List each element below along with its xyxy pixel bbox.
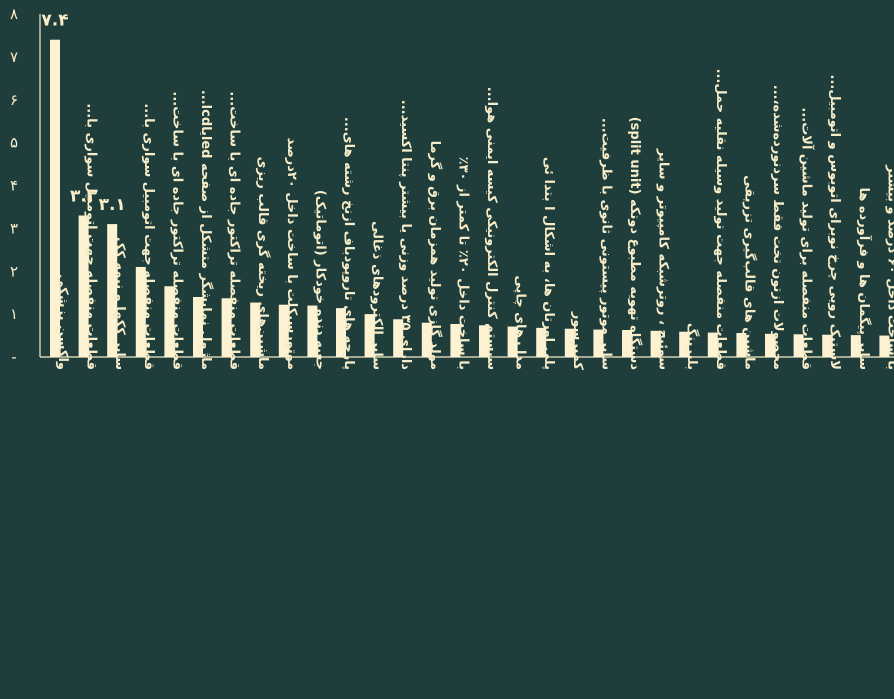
y-tick-label: ۷ xyxy=(10,48,18,66)
x-axis-labels: واکسن پزشکی قطعات منفصله جهت اتومبیل سوار… xyxy=(55,69,894,371)
y-tick-label: ۳ xyxy=(10,219,18,237)
y-tick-label: ۸ xyxy=(10,5,18,23)
x-tick-label: ماشین‌های ریخته گری قالب ریزی xyxy=(255,156,271,370)
x-tick-label: لاستیک رویی چرخ نوبرای اتوبوس و اتومبیل.… xyxy=(827,75,842,370)
x-tick-label: سوئیچ ، روترشبکه کامپیوتر و سایر xyxy=(656,148,671,370)
x-tick-label: جعبه دنده خودکار (اتوماتیک) xyxy=(312,190,327,370)
x-tick-label: با ساخت داخل ۶۰ درصد و بیشتر xyxy=(884,164,894,370)
y-tick-label: - xyxy=(11,348,16,366)
x-tick-label: مدا رهای چاپی xyxy=(513,275,528,370)
x-tick-label: قطعات منفصله جهت اتومبیل سواری با... xyxy=(141,103,156,370)
x-tick-label: ماشین های قالب‌گیری تزریقی xyxy=(741,175,757,370)
x-tick-label: قطعات منفصله برای تولید ماشین آلات... xyxy=(799,107,816,370)
x-tick-label: موتورسیکلت با ساخت داخل ۲۰درصد xyxy=(284,138,299,370)
bar xyxy=(622,329,632,357)
x-tick-label: سیستم کنترل الکترونیکی کیسه ایمنی هوا... xyxy=(484,87,499,370)
data-labels: ۷.۴ ۳.۳ ۳.۱ xyxy=(41,11,125,215)
data-label: ۳.۱ xyxy=(99,195,126,215)
bar xyxy=(278,304,289,357)
bar xyxy=(479,325,489,357)
bar xyxy=(393,319,404,357)
x-tick-label: قطعات منفصله تراکتور جاده ای با ساخت... xyxy=(227,91,242,370)
bar xyxy=(450,323,461,357)
data-label: ۷.۴ xyxy=(41,11,68,31)
bar xyxy=(765,333,775,357)
bars xyxy=(50,39,890,357)
data-label: ۳.۳ xyxy=(70,187,98,207)
bar xyxy=(564,328,575,357)
bar xyxy=(850,335,861,357)
y-axis-ticks: - ۱ ۲ ۳ ۴ ۵ ۶ ۷ ۸ xyxy=(10,5,18,366)
x-tick-label: سایر پیگمان ها و فرآورده ها xyxy=(856,187,873,370)
bar xyxy=(507,326,518,357)
bar xyxy=(679,331,690,357)
x-tick-label: سایر ککها و نیمه کک xyxy=(112,237,127,370)
y-tick-label: ۲ xyxy=(10,262,18,280)
bar xyxy=(421,322,432,357)
bar xyxy=(707,332,718,357)
bar xyxy=(107,224,118,357)
x-tick-label: قطعات منفصله جهت تولید وسیله نقلیه حمل..… xyxy=(713,69,728,370)
bar xyxy=(221,298,232,357)
x-tick-label: پارچه های تاروپودباف ازنخ رشته های... xyxy=(341,117,356,370)
bar xyxy=(364,314,375,357)
x-tick-label: دستگاه تهویه مطبوع دوتکه (split unit) xyxy=(627,117,643,371)
x-tick-label: بلبرینگ xyxy=(684,323,700,370)
x-tick-label: کمپرسور xyxy=(570,311,585,371)
x-tick-label: قطعات منفصله تراکتور جاده ای با ساخت... xyxy=(169,91,184,370)
bar xyxy=(50,39,60,357)
bar xyxy=(336,308,346,357)
bar xyxy=(879,335,890,357)
x-tick-label: ماژول نمایشگر متشکل از صفحه ledیاlcd... xyxy=(198,90,214,370)
bar xyxy=(793,334,804,357)
y-tick-label: ۶ xyxy=(10,91,18,109)
bar xyxy=(164,286,175,357)
x-tick-label: قطعات منفصله جهت اتومبیل سواری با... xyxy=(84,103,99,370)
x-tick-label: سایر الکترودهای ذغالی xyxy=(370,221,385,370)
bar xyxy=(78,215,89,357)
bar xyxy=(307,305,318,357)
bar xyxy=(650,330,661,357)
x-tick-label: واکسن پزشکی xyxy=(55,274,70,370)
x-tick-label: محصولات ازتون تخت فقط سردنورده‌شده،... xyxy=(770,85,785,370)
bar xyxy=(135,266,146,357)
bar xyxy=(736,332,747,357)
bar xyxy=(193,296,203,357)
x-tick-label: با ساخت داخل ۲۰٪ تا کمتر از ۳۰٪ xyxy=(455,157,470,370)
x-tick-label: پلی اورتان ها، به اشکال ا بتدا ئی xyxy=(541,157,556,370)
bar xyxy=(593,329,604,357)
x-tick-label: مولد گازی تولید همزمان برق و گرما xyxy=(427,141,443,370)
bar xyxy=(536,327,547,357)
y-tick-label: ۵ xyxy=(10,134,18,152)
y-tick-label: ۱ xyxy=(10,305,18,323)
x-tick-label: سایر موتور پیستونی ثانوی با ظرفیت... xyxy=(598,118,613,370)
x-tick-label: دارای ۳۵ درصد وزنی یا بیشتر پنتا اکسید..… xyxy=(398,100,413,371)
bar xyxy=(822,334,833,357)
bar xyxy=(250,302,261,357)
y-tick-label: ۴ xyxy=(10,177,18,195)
